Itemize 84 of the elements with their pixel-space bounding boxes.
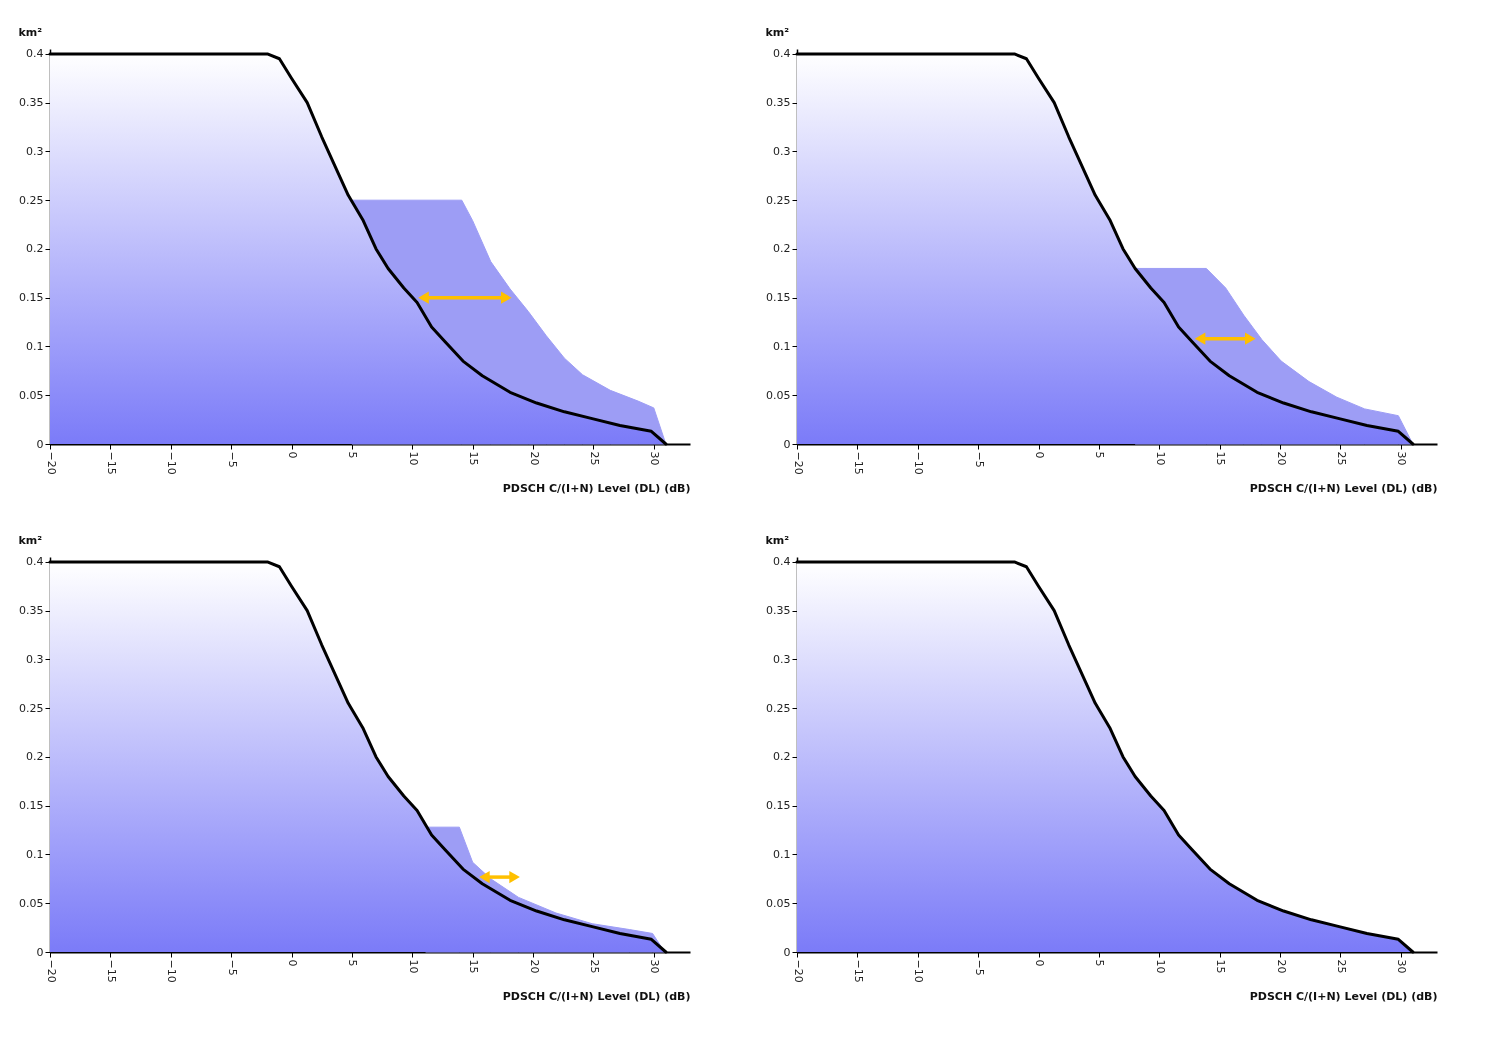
x-axis-title: PDSCH C/(I+N) Level (DL) (dB) [1249, 989, 1438, 1003]
x-tick-label: 25 [587, 451, 601, 466]
y-tick-label: 0.25 [19, 193, 44, 207]
y-tick-label: 0.3 [26, 652, 44, 666]
x-tick-label: −5 [225, 959, 239, 976]
y-tick-label: 0.05 [19, 896, 44, 910]
x-tick-label: 15 [1214, 959, 1228, 974]
y-tick-label: 0.4 [26, 47, 44, 61]
x-tick-label: −15 [104, 451, 118, 475]
x-tick-label: 5 [1093, 451, 1107, 459]
y-tick-label: 0.3 [773, 652, 791, 666]
y-tick-label: 0.1 [773, 339, 791, 353]
x-tick-label: 0 [1033, 959, 1047, 967]
x-tick-label: 25 [1334, 451, 1348, 466]
y-tick-label: 0.05 [766, 896, 791, 910]
y-tick-label: 0.4 [773, 47, 791, 61]
x-tick-label: −20 [44, 959, 58, 983]
x-tick-label: −10 [912, 959, 926, 983]
x-tick-label: 20 [527, 451, 541, 466]
x-tick-label: 20 [1274, 451, 1288, 466]
y-axis-title: km² [18, 25, 43, 39]
x-tick-label: −5 [225, 451, 239, 468]
y-tick-label: 0.3 [773, 144, 791, 158]
y-tick-label: 0.1 [773, 847, 791, 861]
y-tick-label: 0.35 [766, 604, 791, 618]
x-tick-label: 30 [1395, 959, 1409, 974]
y-tick-label: 0.35 [766, 96, 791, 110]
y-tick-label: 0.1 [26, 847, 44, 861]
x-tick-label: 5 [346, 451, 360, 459]
y-axis-title: km² [765, 533, 790, 547]
y-tick-label: 0.05 [766, 388, 791, 402]
x-tick-label: −5 [972, 451, 986, 468]
y-tick-label: 0.25 [766, 701, 791, 715]
x-tick-label: 30 [1395, 451, 1409, 466]
x-tick-label: 15 [467, 959, 481, 974]
x-tick-label: 15 [1214, 451, 1228, 466]
y-tick-label: 0.35 [19, 96, 44, 110]
x-tick-label: 30 [648, 451, 662, 466]
x-tick-label: −15 [104, 959, 118, 983]
x-tick-label: 30 [648, 959, 662, 974]
y-tick-label: 0.15 [766, 799, 791, 813]
x-tick-label: 20 [1274, 959, 1288, 974]
x-tick-label: −15 [851, 959, 865, 983]
x-tick-label: 0 [286, 959, 300, 967]
x-tick-label: 25 [587, 959, 601, 974]
y-tick-label: 0.25 [766, 193, 791, 207]
x-axis-title: PDSCH C/(I+N) Level (DL) (dB) [502, 989, 691, 1003]
x-tick-label: 15 [467, 451, 481, 466]
y-tick-label: 0.15 [19, 799, 44, 813]
y-tick-label: 0.25 [19, 701, 44, 715]
y-axis-title: km² [765, 25, 790, 39]
y-tick-label: 0.35 [19, 604, 44, 618]
x-tick-label: −10 [912, 451, 926, 475]
y-tick-label: 0.4 [773, 555, 791, 569]
y-tick-label: 0.4 [26, 555, 44, 569]
y-tick-label: 0.1 [26, 339, 44, 353]
y-axis-title: km² [18, 533, 43, 547]
x-axis-title: PDSCH C/(I+N) Level (DL) (dB) [502, 481, 691, 495]
x-axis-title: PDSCH C/(I+N) Level (DL) (dB) [1249, 481, 1438, 495]
x-tick-label: −20 [44, 451, 58, 475]
y-tick-label: 0.2 [773, 242, 791, 256]
x-tick-label: 5 [1093, 959, 1107, 967]
x-tick-label: −20 [791, 451, 805, 475]
x-tick-label: −20 [791, 959, 805, 983]
x-tick-label: 0 [1033, 451, 1047, 459]
x-tick-label: −10 [165, 451, 179, 475]
x-tick-label: 20 [527, 959, 541, 974]
x-tick-label: 10 [1153, 959, 1167, 974]
y-tick-label: 0.15 [766, 291, 791, 305]
x-tick-label: 25 [1334, 959, 1348, 974]
y-tick-label: 0.3 [26, 144, 44, 158]
y-tick-label: 0.15 [19, 291, 44, 305]
x-tick-label: −10 [165, 959, 179, 983]
x-tick-label: 10 [406, 451, 420, 466]
y-tick-label: 0.2 [26, 750, 44, 764]
x-tick-label: 5 [346, 959, 360, 967]
y-tick-label: 0.05 [19, 388, 44, 402]
y-tick-label: 0.2 [26, 242, 44, 256]
x-tick-label: 10 [1153, 451, 1167, 466]
x-tick-label: 0 [286, 451, 300, 459]
y-tick-label: 0.2 [773, 750, 791, 764]
x-tick-label: −15 [851, 451, 865, 475]
x-tick-label: −5 [972, 959, 986, 976]
x-tick-label: 10 [406, 959, 420, 974]
